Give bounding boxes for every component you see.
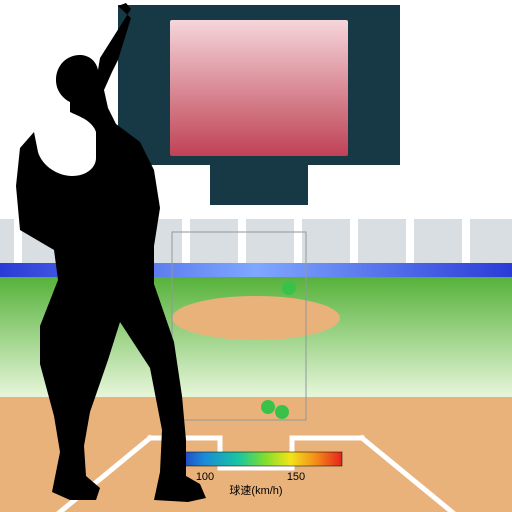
stands-pillar-4 (238, 219, 246, 263)
scoreboard-screen (170, 20, 348, 156)
stands-pillar-3 (182, 219, 190, 263)
speed-legend-tick-0: 100 (196, 471, 214, 483)
pitch-marker-2 (275, 405, 289, 419)
chart-svg-layer: 100 150 球速(km/h) (0, 0, 512, 512)
scoreboard-foot (210, 165, 308, 205)
speed-legend-bar (170, 452, 342, 466)
stands-pillar-8 (462, 219, 470, 263)
stands-pillar-6 (350, 219, 358, 263)
stands-pillar-5 (294, 219, 302, 263)
pitch-marker-1 (261, 400, 275, 414)
pitchers-mound (172, 296, 340, 340)
stands-pillar-7 (406, 219, 414, 263)
speed-legend-label: 球速(km/h) (229, 483, 282, 497)
pitch-location-chart: 100 150 球速(km/h) (0, 0, 512, 512)
speed-legend-tick-1: 150 (287, 471, 305, 483)
pitch-marker-0 (282, 281, 296, 295)
